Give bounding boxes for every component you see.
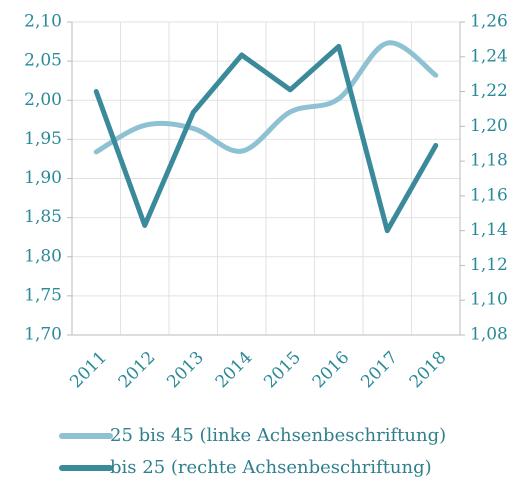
legend-label: bis 25 (rechte Achsenbeschriftung) — [110, 457, 432, 478]
y-tick-label: 2,00 — [24, 90, 62, 110]
x-tick-label: 2013 — [163, 348, 208, 393]
x-tick-label: 2011 — [66, 348, 111, 393]
y2-tick-label: 1,14 — [470, 220, 508, 240]
x-tick-label: 2017 — [357, 348, 402, 393]
y-tick-label: 1,85 — [24, 207, 62, 227]
x-tick-label: 2014 — [212, 348, 257, 393]
y2-tick-label: 1,16 — [470, 185, 508, 205]
x-tick-label: 2015 — [260, 348, 305, 393]
y2-tick-label: 1,20 — [470, 116, 508, 136]
legend-label: 25 bis 45 (linke Achsenbeschriftung) — [110, 425, 446, 446]
y-tick-label: 1,90 — [24, 168, 62, 188]
x-tick-label: 2018 — [406, 348, 451, 393]
y-tick-label: 1,95 — [24, 129, 62, 149]
x-tick-label: 2012 — [115, 348, 160, 393]
y-tick-label: 1,70 — [24, 325, 62, 345]
y2-tick-label: 1,22 — [470, 81, 508, 101]
line-series — [93, 43, 439, 234]
y2-tick-label: 1,08 — [470, 325, 508, 345]
y-tick-label: 2,05 — [24, 51, 62, 71]
y2-tick-label: 1,12 — [470, 255, 508, 275]
y2-tick-label: 1,26 — [470, 12, 508, 32]
line-series — [93, 40, 439, 155]
y2-tick-label: 1,18 — [470, 151, 508, 171]
x-tick-label: 2016 — [309, 348, 354, 393]
y2-tick-label: 1,10 — [470, 290, 508, 310]
y2-tick-label: 1,24 — [470, 46, 508, 66]
y-tick-label: 1,80 — [24, 246, 62, 266]
y-tick-label: 2,10 — [24, 12, 62, 32]
y-tick-label: 1,75 — [24, 285, 62, 305]
